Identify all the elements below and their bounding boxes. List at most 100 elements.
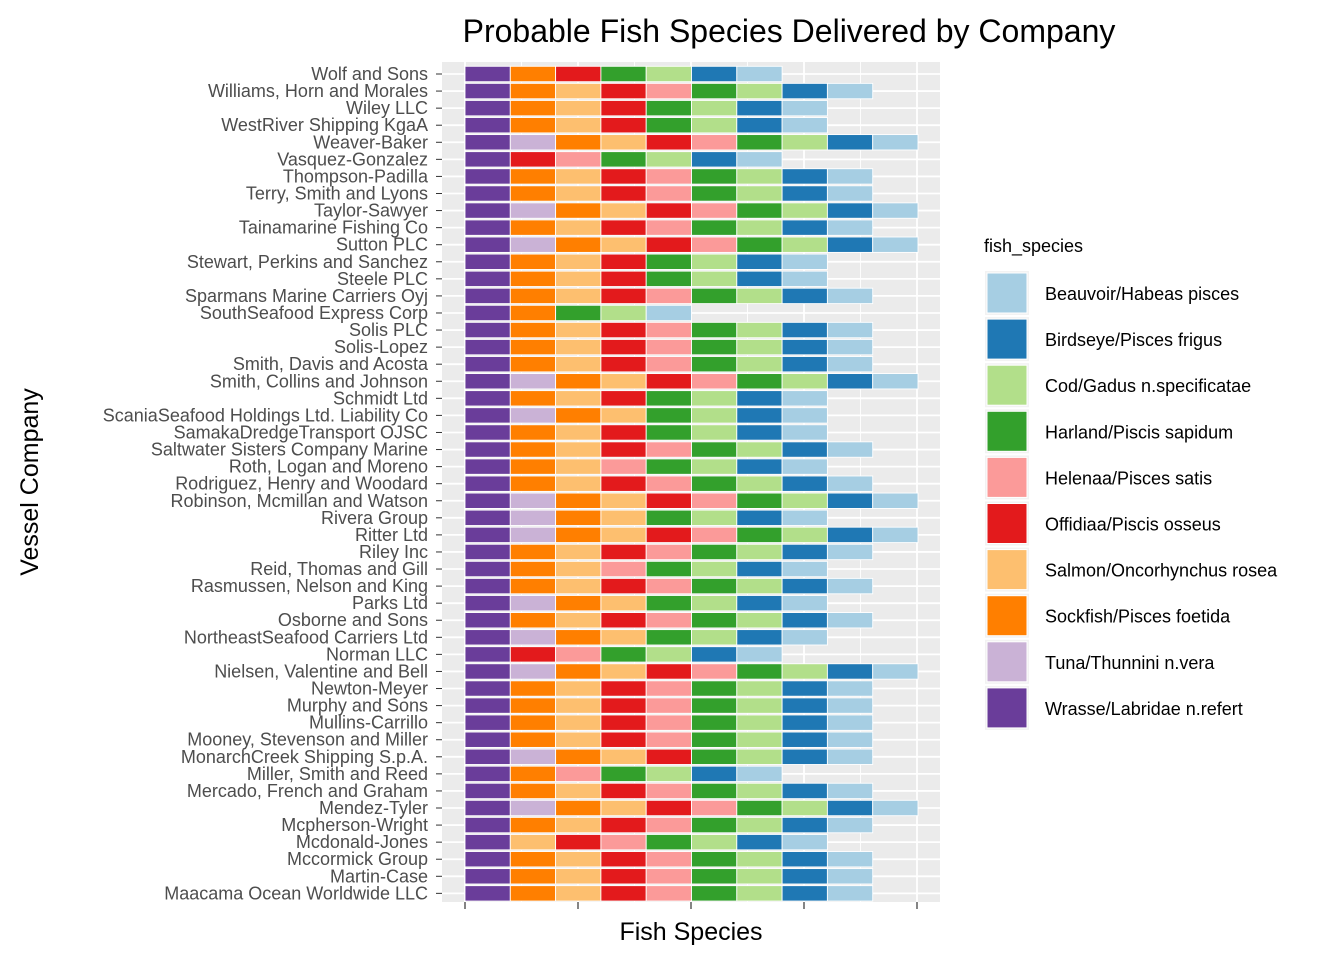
y-tick-label: Smith, Collins and Johnson: [210, 371, 428, 391]
bar-segment: [600, 185, 647, 202]
bar-segment: [691, 543, 738, 561]
bar-segment: [781, 629, 828, 646]
bar-segment: [600, 458, 647, 475]
bar-segment: [691, 577, 738, 595]
bar-segment: [555, 185, 602, 202]
bar-segment: [464, 134, 511, 151]
y-tick-label: Parks Ltd: [352, 593, 428, 613]
bar-segment: [645, 475, 692, 492]
bar-segment: [691, 424, 738, 441]
bar-segment: [872, 663, 919, 680]
bar-segment: [781, 475, 828, 492]
bar-segment: [781, 680, 828, 697]
bar-segment: [555, 117, 602, 134]
bar-segment: [509, 765, 557, 783]
bar-segment: [872, 134, 919, 151]
bar-segment: [464, 441, 511, 458]
company-bar: [464, 697, 874, 714]
bar-segment: [691, 851, 738, 868]
bar-segment: [736, 356, 783, 373]
y-tick-label: Rodriguez, Henry and Woodard: [175, 474, 428, 494]
bar-segment: [736, 202, 783, 219]
bar-segment: [781, 373, 828, 390]
bar-segment: [645, 441, 692, 458]
bar-segment: [555, 304, 602, 322]
company-bar: [464, 663, 919, 680]
bar-segment: [464, 253, 511, 270]
company-bar: [464, 475, 874, 492]
bar-segment: [600, 834, 647, 851]
bar-segment: [509, 748, 557, 765]
legend-label: Cod/Gadus n.specificatae: [1045, 376, 1251, 396]
bar-segment: [691, 680, 738, 697]
bar-segment: [736, 799, 783, 817]
bar-segment: [736, 526, 783, 544]
bar-segment: [645, 373, 692, 390]
bar-segment: [509, 390, 557, 407]
bar-segment: [736, 168, 783, 185]
bar-segment: [509, 834, 557, 851]
bar-segment: [555, 731, 602, 748]
bar-segment: [691, 99, 738, 117]
bar-segment: [555, 356, 602, 373]
bar-segment: [555, 338, 602, 356]
legend-label: Salmon/Oncorhynchus rosea: [1045, 561, 1278, 581]
bar-segment: [555, 492, 602, 509]
bar-segment: [645, 338, 692, 356]
bar-segment: [600, 595, 647, 612]
bar-segment: [555, 441, 602, 458]
company-bar: [464, 99, 828, 117]
bar-segment: [555, 868, 602, 885]
bar-segment: [645, 65, 692, 83]
bar-segment: [555, 270, 602, 287]
bar-segment: [509, 595, 557, 612]
legend-label: Birdseye/Pisces frigus: [1045, 330, 1222, 350]
legend-items: Beauvoir/Habeas pisces Birdseye/Pisces fr…: [985, 271, 1278, 730]
legend-label: Wrasse/Labridae n.refert: [1045, 699, 1243, 719]
bar-segment: [736, 697, 783, 714]
bar-segment: [781, 543, 828, 561]
bar-segment: [826, 287, 874, 305]
bar-segment: [555, 82, 602, 100]
legend-label: Sockfish/Pisces foetida: [1045, 607, 1231, 627]
bar-segment: [826, 526, 874, 544]
bar-segment: [826, 185, 874, 202]
bar-segment: [509, 629, 557, 646]
bar-segment: [781, 253, 828, 270]
bar-segment: [736, 543, 783, 561]
bar-segment: [736, 65, 783, 83]
bars: [464, 65, 919, 902]
bar-segment: [555, 526, 602, 544]
bar-segment: [781, 134, 828, 151]
legend-swatch: [986, 503, 1028, 544]
bar-segment: [736, 441, 783, 458]
bar-segment: [464, 646, 511, 663]
legend-swatch: [986, 641, 1028, 683]
legend-swatch: [986, 272, 1028, 314]
legend-swatch: [986, 595, 1028, 637]
company-bar: [464, 458, 828, 475]
bar-segment: [509, 151, 557, 168]
bar-segment: [691, 236, 738, 253]
y-axis-title: Vessel Company: [16, 388, 44, 576]
bar-segment: [691, 731, 738, 748]
company-bar: [464, 646, 783, 663]
bar-segment: [736, 338, 783, 356]
bar-segment: [464, 799, 511, 817]
bar-segment: [555, 629, 602, 646]
bar-segment: [781, 390, 828, 407]
bar-segment: [736, 629, 783, 646]
bar-segment: [736, 765, 783, 783]
bar-segment: [464, 868, 511, 885]
bar-segment: [464, 390, 511, 407]
bar-segment: [826, 168, 874, 185]
company-bar: [464, 799, 919, 817]
bar-segment: [464, 219, 511, 236]
bar-segment: [691, 407, 738, 424]
company-bar: [464, 219, 874, 236]
bar-segment: [464, 492, 511, 509]
bar-segment: [600, 390, 647, 407]
bar-segment: [509, 338, 557, 356]
bar-segment: [600, 492, 647, 509]
y-tick-label: Smith, Davis and Acosta: [233, 354, 429, 374]
